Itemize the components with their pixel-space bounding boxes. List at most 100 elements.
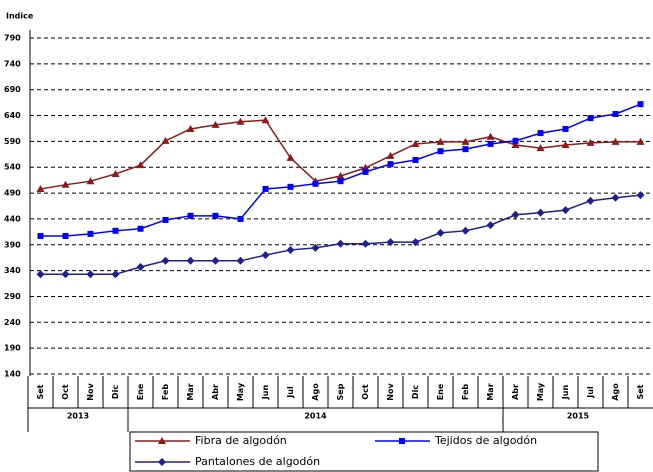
series-line bbox=[40, 194, 641, 275]
marker bbox=[36, 270, 45, 279]
marker bbox=[186, 256, 195, 265]
x-tick-label: Sep bbox=[336, 383, 345, 400]
x-tick-label: Set bbox=[636, 384, 645, 399]
marker bbox=[312, 180, 319, 187]
marker bbox=[536, 144, 545, 152]
y-tick-label: 540 bbox=[4, 163, 21, 172]
legend-label: Tejidos de algodón bbox=[434, 434, 537, 447]
marker bbox=[411, 139, 420, 147]
marker bbox=[387, 161, 394, 168]
marker bbox=[586, 138, 595, 146]
x-tick-label: Feb bbox=[461, 384, 470, 401]
x-tick-label: Ago bbox=[611, 383, 620, 401]
marker bbox=[86, 270, 95, 279]
marker bbox=[187, 212, 194, 219]
marker bbox=[412, 156, 419, 163]
y-tick-label: 690 bbox=[4, 85, 21, 94]
marker bbox=[161, 256, 170, 265]
x-tick-label: Jun bbox=[261, 385, 270, 401]
y-tick-label: 440 bbox=[4, 214, 21, 223]
marker bbox=[211, 256, 220, 265]
x-tick-label: Feb bbox=[161, 384, 170, 401]
legend-label: Pantalones de algodón bbox=[195, 455, 320, 468]
marker bbox=[337, 178, 344, 185]
y-tick-label: 240 bbox=[4, 318, 21, 327]
marker bbox=[561, 206, 570, 215]
x-tick-label: Abr bbox=[511, 384, 520, 400]
x-tick-label: Jun bbox=[561, 385, 570, 401]
marker bbox=[287, 183, 294, 190]
marker bbox=[361, 239, 370, 248]
marker bbox=[512, 137, 519, 144]
marker bbox=[262, 185, 269, 192]
marker bbox=[462, 146, 469, 153]
marker bbox=[562, 125, 569, 132]
marker bbox=[486, 132, 495, 140]
x-tick-label: Mar bbox=[186, 383, 195, 400]
marker bbox=[111, 169, 120, 177]
x-tick-label: May bbox=[536, 382, 545, 401]
marker bbox=[636, 137, 645, 145]
y-tick-label: 740 bbox=[4, 59, 21, 68]
marker bbox=[236, 117, 245, 125]
marker bbox=[587, 115, 594, 122]
x-tick-label: Oct bbox=[361, 384, 370, 400]
legend-label: Fibra de algodón bbox=[195, 434, 287, 447]
marker bbox=[136, 262, 145, 271]
x-tick-label: Nov bbox=[386, 383, 395, 401]
marker bbox=[111, 270, 120, 279]
marker bbox=[137, 225, 144, 232]
marker bbox=[186, 124, 195, 132]
marker bbox=[612, 110, 619, 117]
series-line bbox=[40, 103, 641, 237]
group-label: 2015 bbox=[567, 412, 590, 421]
x-tick-label: May bbox=[236, 382, 245, 401]
x-tick-label: Nov bbox=[86, 383, 95, 401]
marker bbox=[112, 227, 119, 234]
y-tick-label: 640 bbox=[4, 111, 21, 120]
marker bbox=[36, 184, 45, 192]
marker bbox=[212, 212, 219, 219]
marker bbox=[158, 458, 166, 466]
y-tick-label: 490 bbox=[4, 189, 21, 198]
marker bbox=[336, 239, 345, 248]
legend-box bbox=[129, 431, 599, 472]
marker bbox=[286, 245, 295, 254]
marker bbox=[237, 215, 244, 222]
y-tick-label: 390 bbox=[4, 240, 21, 249]
x-tick-label: Set bbox=[36, 384, 45, 399]
marker bbox=[436, 228, 445, 237]
marker bbox=[637, 101, 644, 108]
marker bbox=[286, 153, 295, 161]
marker bbox=[611, 193, 620, 202]
x-tick-label: Dic bbox=[111, 385, 120, 399]
marker bbox=[37, 232, 44, 239]
marker bbox=[311, 243, 320, 252]
marker bbox=[487, 140, 494, 147]
marker bbox=[386, 238, 395, 247]
x-tick-label: Oct bbox=[61, 384, 70, 400]
y-tick-label: 340 bbox=[4, 266, 21, 275]
x-tick-label: Abr bbox=[211, 384, 220, 400]
marker bbox=[362, 168, 369, 175]
marker bbox=[261, 251, 270, 260]
marker bbox=[62, 232, 69, 239]
marker bbox=[511, 210, 520, 219]
marker bbox=[461, 137, 470, 145]
y-tick-label: 290 bbox=[4, 292, 21, 301]
marker bbox=[87, 230, 94, 237]
marker bbox=[611, 137, 620, 145]
y-tick-label: 790 bbox=[4, 34, 21, 43]
marker bbox=[486, 221, 495, 230]
marker bbox=[386, 151, 395, 159]
marker bbox=[537, 130, 544, 137]
marker bbox=[161, 136, 170, 144]
x-tick-label: Mar bbox=[486, 383, 495, 400]
marker bbox=[399, 438, 405, 444]
marker bbox=[536, 208, 545, 217]
marker bbox=[61, 180, 70, 188]
marker bbox=[86, 177, 95, 185]
marker bbox=[436, 137, 445, 145]
marker bbox=[586, 196, 595, 205]
marker bbox=[511, 141, 520, 149]
